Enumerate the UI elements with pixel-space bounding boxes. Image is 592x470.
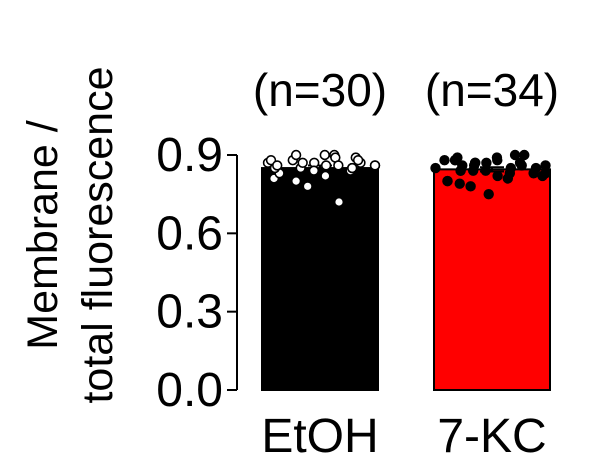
data-point-0-29 <box>369 160 381 171</box>
data-point-0-5 <box>320 170 331 182</box>
data-point-1-4 <box>483 188 494 200</box>
data-point-1-33 <box>469 157 481 169</box>
x-category-label-1: 7-KC <box>437 410 546 463</box>
bar-7-kc <box>433 168 551 391</box>
y-tick-label-0: 0.0 <box>156 364 223 417</box>
data-point-1-17 <box>514 157 526 169</box>
data-point-0-15 <box>320 160 332 171</box>
data-point-0-28 <box>352 155 364 166</box>
data-point-1-31 <box>449 155 461 166</box>
data-point-0-23 <box>297 157 308 169</box>
y-tick-label-1: 0.3 <box>156 286 223 339</box>
y-axis-label-line-2: total fluorescence <box>74 66 122 403</box>
data-point-1-16 <box>502 173 514 184</box>
data-point-1-24 <box>481 157 492 169</box>
data-point-0-24 <box>308 165 320 176</box>
data-point-1-12 <box>465 181 476 192</box>
data-point-0-13 <box>302 181 313 192</box>
y-tick-label-3: 0.9 <box>156 129 223 182</box>
data-point-1-10 <box>430 162 441 174</box>
data-point-1-29 <box>540 160 551 171</box>
data-point-0-19 <box>333 196 345 208</box>
x-category-label-0: EtOH <box>261 410 378 463</box>
data-point-1-20 <box>439 155 450 166</box>
data-point-1-21 <box>454 178 465 189</box>
data-point-1-26 <box>505 162 517 174</box>
data-point-1-27 <box>509 149 521 161</box>
y-axis-label-line-1: Membrane / <box>19 120 67 349</box>
data-point-0-27 <box>347 162 358 174</box>
data-point-0-21 <box>272 160 283 171</box>
bar-etoh <box>261 167 379 391</box>
sample-count-label-1: (n=34) <box>425 64 559 116</box>
data-point-1-25 <box>492 170 503 182</box>
data-point-1-28 <box>528 168 539 179</box>
data-point-1-15 <box>491 152 503 163</box>
data-point-0-12 <box>290 149 302 161</box>
sample-count-label-0: (n=30) <box>253 64 387 116</box>
data-point-1-32 <box>455 165 466 176</box>
data-point-0-26 <box>333 160 344 171</box>
y-tick-label-2: 0.6 <box>156 207 223 260</box>
data-point-0-25 <box>319 149 330 161</box>
data-point-0-22 <box>290 175 302 187</box>
data-point-1-30 <box>442 175 453 187</box>
